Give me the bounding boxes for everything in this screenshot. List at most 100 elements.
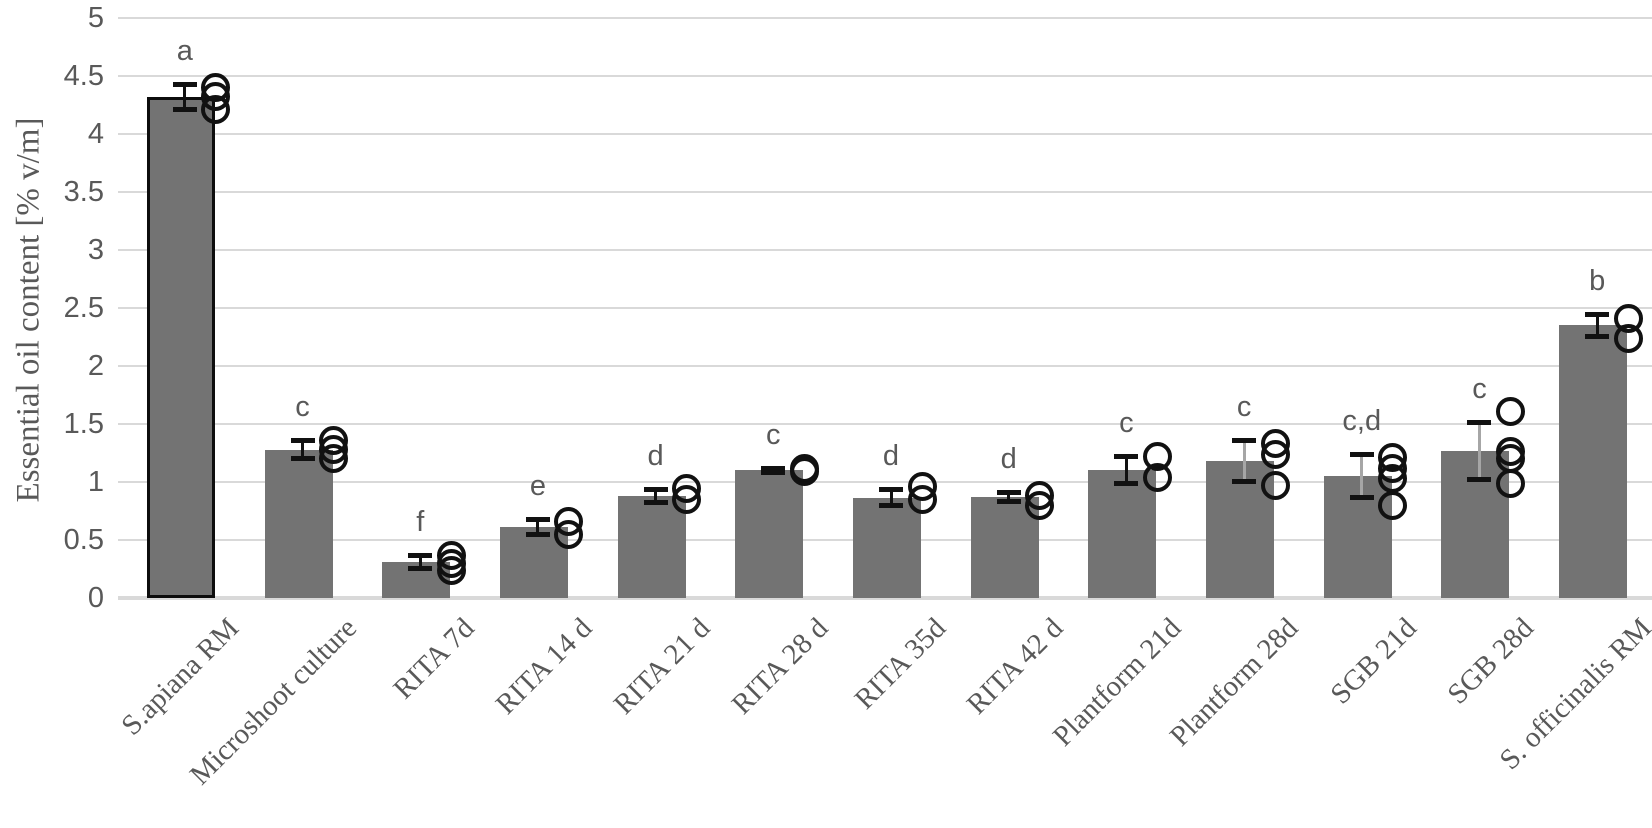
- data-point-circle: [1025, 490, 1055, 520]
- bar-13: [1559, 325, 1628, 598]
- y-axis-tick-label: 3: [87, 234, 104, 266]
- gridline: [118, 191, 1652, 193]
- error-bar-cap-bottom: [1467, 476, 1492, 482]
- significance-letter: d: [647, 439, 664, 472]
- x-axis-category-label: RITA 21 d: [607, 612, 717, 721]
- data-point-circle: [1495, 468, 1525, 498]
- error-bar-cap-top: [408, 553, 433, 559]
- x-axis-category-label: RITA 42 d: [960, 612, 1070, 721]
- error-bar-line: [1242, 440, 1246, 482]
- significance-letter: d: [882, 439, 900, 472]
- error-bar-cap-bottom: [408, 566, 433, 571]
- gridline: [118, 75, 1652, 77]
- significance-letter: c,d: [1342, 405, 1382, 438]
- error-bar-cap-top: [1114, 454, 1139, 460]
- y-axis-tick-label: 2.5: [63, 292, 104, 324]
- error-bar-line: [1360, 454, 1364, 499]
- data-point-circle: [672, 484, 702, 514]
- gridline: [118, 17, 1652, 19]
- data-point-circle: [1613, 323, 1643, 353]
- gridline: [118, 481, 1652, 483]
- error-bar-cap-bottom: [172, 106, 197, 112]
- bar-9: [1088, 470, 1157, 598]
- error-bar-cap-bottom: [879, 503, 903, 509]
- gridline: [118, 249, 1652, 251]
- error-bar-cap-top: [1585, 311, 1610, 317]
- gridline: [118, 365, 1652, 367]
- x-axis-category-label: RITA 28 d: [725, 612, 834, 721]
- y-axis-tick-label: 4.5: [63, 60, 104, 92]
- error-bar-line: [536, 519, 540, 536]
- significance-letter: e: [529, 470, 546, 503]
- error-bar-cap-bottom: [996, 498, 1021, 504]
- error-bar-cap-top: [1349, 452, 1374, 458]
- data-point-circle: [1378, 490, 1408, 520]
- error-bar-line: [654, 488, 658, 503]
- x-axis-category-label: RITA 14 d: [489, 612, 599, 721]
- gridline: [118, 133, 1652, 135]
- significance-letter: b: [1589, 264, 1606, 297]
- x-axis-category-label: RITA 35d: [848, 612, 952, 716]
- data-point-circle: [1260, 439, 1290, 469]
- error-bar-cap-bottom: [643, 499, 668, 505]
- significance-letter: c: [295, 391, 310, 424]
- error-bar-cap-bottom: [1232, 479, 1257, 484]
- error-bar-cap-top: [643, 486, 668, 492]
- y-axis-tick-label: 3.5: [63, 176, 104, 208]
- error-bar-line: [301, 440, 305, 459]
- error-bar-cap-bottom: [290, 455, 315, 461]
- error-bar-cap-bottom: [761, 469, 786, 475]
- y-axis-tick-label: 0.5: [63, 524, 104, 556]
- error-bar-line: [1124, 456, 1128, 485]
- error-bar-cap-top: [290, 438, 315, 444]
- bar-1: [146, 96, 215, 598]
- error-bar-line: [1477, 421, 1481, 480]
- x-axis-category-label: RITA 7d: [387, 612, 481, 706]
- error-bar-cap-top: [996, 490, 1021, 496]
- data-point-circle: [907, 484, 937, 514]
- data-point-circle: [201, 95, 231, 125]
- data-point-circle: [1142, 462, 1172, 492]
- y-axis-tick-label: 2: [87, 350, 104, 382]
- error-bar-line: [889, 488, 893, 507]
- data-point-circle: [1495, 396, 1525, 426]
- data-point-circle: [789, 457, 819, 487]
- error-bar-line: [183, 84, 187, 110]
- y-axis-tick-label: 5: [87, 2, 104, 34]
- data-point-circle: [1378, 464, 1408, 494]
- error-bar-cap-top: [1232, 438, 1257, 444]
- x-axis-line: [118, 596, 1652, 600]
- error-bar-cap-top: [879, 486, 903, 492]
- gridline: [118, 423, 1652, 425]
- data-point-circle: [1260, 470, 1290, 500]
- significance-letter: d: [1000, 443, 1017, 476]
- x-axis-category-label: SGB 28d: [1441, 612, 1541, 711]
- data-point-circle: [436, 555, 466, 585]
- x-axis-category-label: S.apiana RM: [115, 612, 246, 742]
- y-axis-tick-label: 1: [87, 466, 104, 498]
- significance-letter: a: [176, 35, 193, 68]
- significance-letter: c: [1236, 391, 1252, 424]
- significance-letter: c: [1119, 407, 1134, 440]
- data-point-circle: [319, 444, 349, 474]
- error-bar-line: [1595, 313, 1599, 337]
- y-axis-tick-label: 0: [87, 582, 104, 614]
- y-axis-tick-label: 1.5: [63, 408, 104, 440]
- error-bar-cap-bottom: [1585, 334, 1610, 339]
- error-bar-cap-top: [525, 517, 550, 523]
- error-bar-cap-top: [761, 466, 786, 472]
- error-bar-cap-bottom: [525, 532, 550, 538]
- error-bar-line: [418, 555, 422, 569]
- error-bar-line: [1007, 492, 1011, 502]
- error-bar-cap-top: [172, 82, 197, 88]
- error-bar-cap-top: [1467, 419, 1492, 425]
- bar-5: [617, 495, 686, 598]
- error-bar-cap-bottom: [1114, 481, 1139, 487]
- bar-6: [735, 470, 804, 598]
- bar-7: [853, 498, 921, 598]
- error-bar-cap-bottom: [1349, 495, 1374, 501]
- gridline: [118, 307, 1652, 309]
- bar-2: [264, 449, 333, 598]
